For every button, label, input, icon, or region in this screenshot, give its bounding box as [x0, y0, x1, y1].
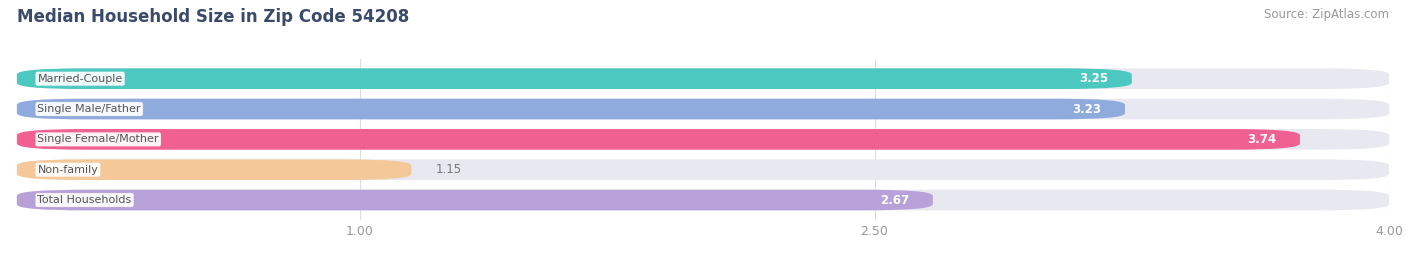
Text: Median Household Size in Zip Code 54208: Median Household Size in Zip Code 54208 — [17, 8, 409, 26]
Text: Source: ZipAtlas.com: Source: ZipAtlas.com — [1264, 8, 1389, 21]
Text: 1.15: 1.15 — [436, 163, 461, 176]
FancyBboxPatch shape — [17, 190, 932, 210]
FancyBboxPatch shape — [17, 159, 412, 180]
FancyBboxPatch shape — [17, 68, 1389, 89]
Text: 3.23: 3.23 — [1071, 103, 1101, 116]
FancyBboxPatch shape — [17, 190, 1389, 210]
Text: Married-Couple: Married-Couple — [38, 74, 122, 84]
Text: 3.25: 3.25 — [1078, 72, 1108, 85]
Text: Non-family: Non-family — [38, 165, 98, 175]
FancyBboxPatch shape — [17, 99, 1389, 119]
FancyBboxPatch shape — [17, 68, 1132, 89]
FancyBboxPatch shape — [17, 99, 1125, 119]
Text: Single Male/Father: Single Male/Father — [38, 104, 141, 114]
Text: Single Female/Mother: Single Female/Mother — [38, 134, 159, 144]
Text: 3.74: 3.74 — [1247, 133, 1275, 146]
Text: 2.67: 2.67 — [880, 193, 908, 207]
FancyBboxPatch shape — [17, 129, 1389, 150]
Text: Total Households: Total Households — [38, 195, 132, 205]
FancyBboxPatch shape — [17, 159, 1389, 180]
FancyBboxPatch shape — [17, 129, 1301, 150]
